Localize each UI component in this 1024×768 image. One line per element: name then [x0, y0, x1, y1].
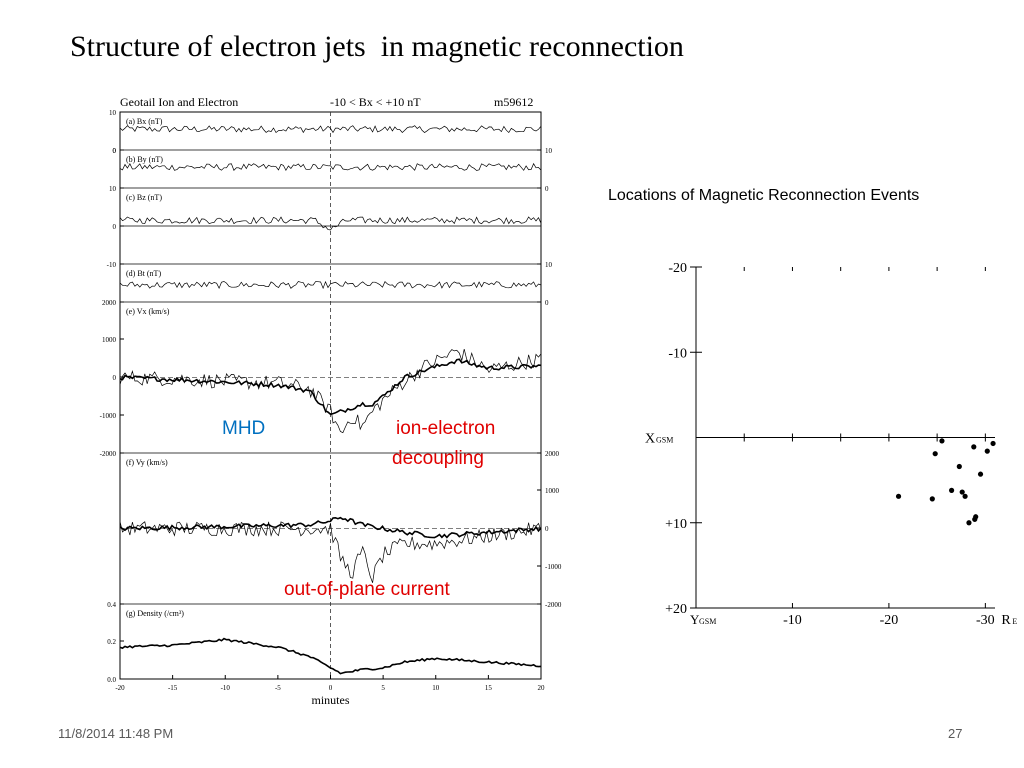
- y-tick-label: 0.2: [107, 638, 116, 646]
- y-tick-label: +20: [665, 602, 687, 617]
- field-trace: [119, 125, 542, 134]
- data-point: [956, 463, 962, 470]
- y-tick-label: -2000: [100, 450, 117, 458]
- x-tick-label: -20: [115, 684, 125, 692]
- y-tick-label: 10: [109, 109, 117, 117]
- y-tick-label-right: 2000: [545, 450, 560, 458]
- y-tick-label-right: 10: [545, 261, 553, 269]
- chart-header-left: Geotail Ion and Electron: [120, 95, 238, 109]
- y-tick-label: -10: [107, 261, 117, 269]
- data-point: [962, 493, 968, 499]
- chart-header-mid: -10 < Bx < +10 nT: [330, 95, 421, 109]
- field-trace: [119, 162, 542, 172]
- y-tick-label-right: -2000: [545, 601, 562, 609]
- data-point: [948, 487, 955, 493]
- y-tick-label-right: 0: [545, 185, 549, 193]
- series-line: [119, 637, 542, 675]
- data-point: [973, 514, 979, 520]
- footer-date: 11/8/2014 11:48 PM: [58, 726, 174, 741]
- chart-header-right: m59612: [494, 95, 533, 109]
- x-tick-label: -10: [783, 613, 802, 628]
- x-tick-label: 0: [329, 684, 333, 692]
- field-trace: [119, 216, 542, 231]
- x-unit-sub-label: E: [1012, 617, 1017, 626]
- panel-c: (c) Bz (nT) 10 0: [109, 185, 542, 231]
- y-tick-label-right: -1000: [545, 563, 562, 571]
- y-tick-label: 0: [113, 147, 117, 155]
- y-tick-label: -20: [668, 261, 687, 276]
- y-tick-label: 0.0: [107, 676, 116, 684]
- x-axis-label: minutes: [312, 693, 350, 707]
- x-axis-label: Y: [690, 612, 700, 627]
- data-point: [966, 520, 972, 526]
- mhd-annotation: MHD: [222, 418, 266, 439]
- x-tick-label: 10: [432, 684, 440, 692]
- x-tick-label: -15: [168, 684, 178, 692]
- data-point: [939, 438, 945, 444]
- page-number: 27: [948, 726, 963, 741]
- panel-label: (d) Bt (nT): [126, 269, 161, 278]
- panel-label: (g) Density (/cm³): [126, 609, 184, 618]
- x-unit-label: R: [1001, 613, 1011, 628]
- panel-f: (f) Vy (km/s) 2000 1000 0 -1000 -2000: [119, 450, 562, 609]
- data-point: [977, 471, 984, 477]
- y-tick-label: 1000: [102, 336, 117, 344]
- data-point: [895, 493, 902, 499]
- panel-e: (e) Vx (km/s) 2000 1000 0 -1000 -2000: [100, 299, 542, 458]
- x-tick-label: -10: [221, 684, 231, 692]
- x-axis-label-sub: GSM: [699, 617, 716, 626]
- series-line: [119, 349, 542, 434]
- data-point: [984, 448, 990, 454]
- x-tick-label: -20: [880, 613, 899, 628]
- y-tick-label: 0: [113, 147, 117, 155]
- data-point: [990, 440, 996, 447]
- y-tick-label-right: 10: [545, 147, 553, 155]
- data-point: [932, 451, 938, 457]
- series-line: [119, 516, 542, 539]
- scatter-title: Locations of Magnetic Reconnection Event…: [608, 187, 920, 204]
- data-point: [959, 489, 965, 495]
- y-tick-label-right: 0: [545, 299, 549, 307]
- x-tick-label: -30: [976, 613, 995, 628]
- y-axis-label: X: [645, 432, 655, 447]
- y-tick-label-right: 0: [545, 525, 549, 533]
- panel-g: (g) Density (/cm³) 0.4 0.2 0.0: [107, 601, 542, 684]
- panel-d: (d) Bt (nT) -10 10 0: [107, 261, 553, 307]
- x-tick-label: 5: [381, 684, 385, 692]
- y-tick-label: -10: [668, 346, 687, 361]
- y-tick-label: -1000: [100, 412, 117, 420]
- y-tick-label: 0: [113, 223, 117, 231]
- data-point: [929, 496, 935, 502]
- panel-label: (c) Bz (nT): [126, 193, 162, 202]
- y-tick-label: 2000: [102, 299, 117, 307]
- y-tick-label: 0: [113, 374, 117, 382]
- panel-label: (f) Vy (km/s): [126, 458, 168, 467]
- x-tick-label: 20: [538, 684, 546, 692]
- data-point: [971, 444, 977, 450]
- x-tick-label: 15: [485, 684, 493, 692]
- y-tick-label: 10: [109, 185, 117, 193]
- panel-label: (b) By (nT): [126, 155, 163, 164]
- panel-b: (b) By (nT) 0 10 0: [113, 147, 553, 193]
- panel-label: (e) Vx (km/s): [126, 307, 170, 316]
- y-tick-label-right: 1000: [545, 487, 560, 495]
- y-axis-label-sub: GSM: [656, 436, 673, 445]
- panel-label: (a) Bx (nT): [126, 117, 163, 126]
- field-trace: [119, 280, 542, 290]
- ion-electron-annotation: ion-electron: [396, 418, 496, 439]
- slide-title: Structure of electron jets in magnetic r…: [70, 30, 684, 63]
- x-tick-label: -5: [275, 684, 281, 692]
- y-tick-label: +10: [665, 517, 687, 532]
- out-of-plane-current-annotation: out-of-plane current: [284, 579, 450, 600]
- series-line: [119, 521, 542, 583]
- decoupling-annotation: decoupling: [392, 448, 484, 469]
- y-tick-label: 0.4: [107, 601, 116, 609]
